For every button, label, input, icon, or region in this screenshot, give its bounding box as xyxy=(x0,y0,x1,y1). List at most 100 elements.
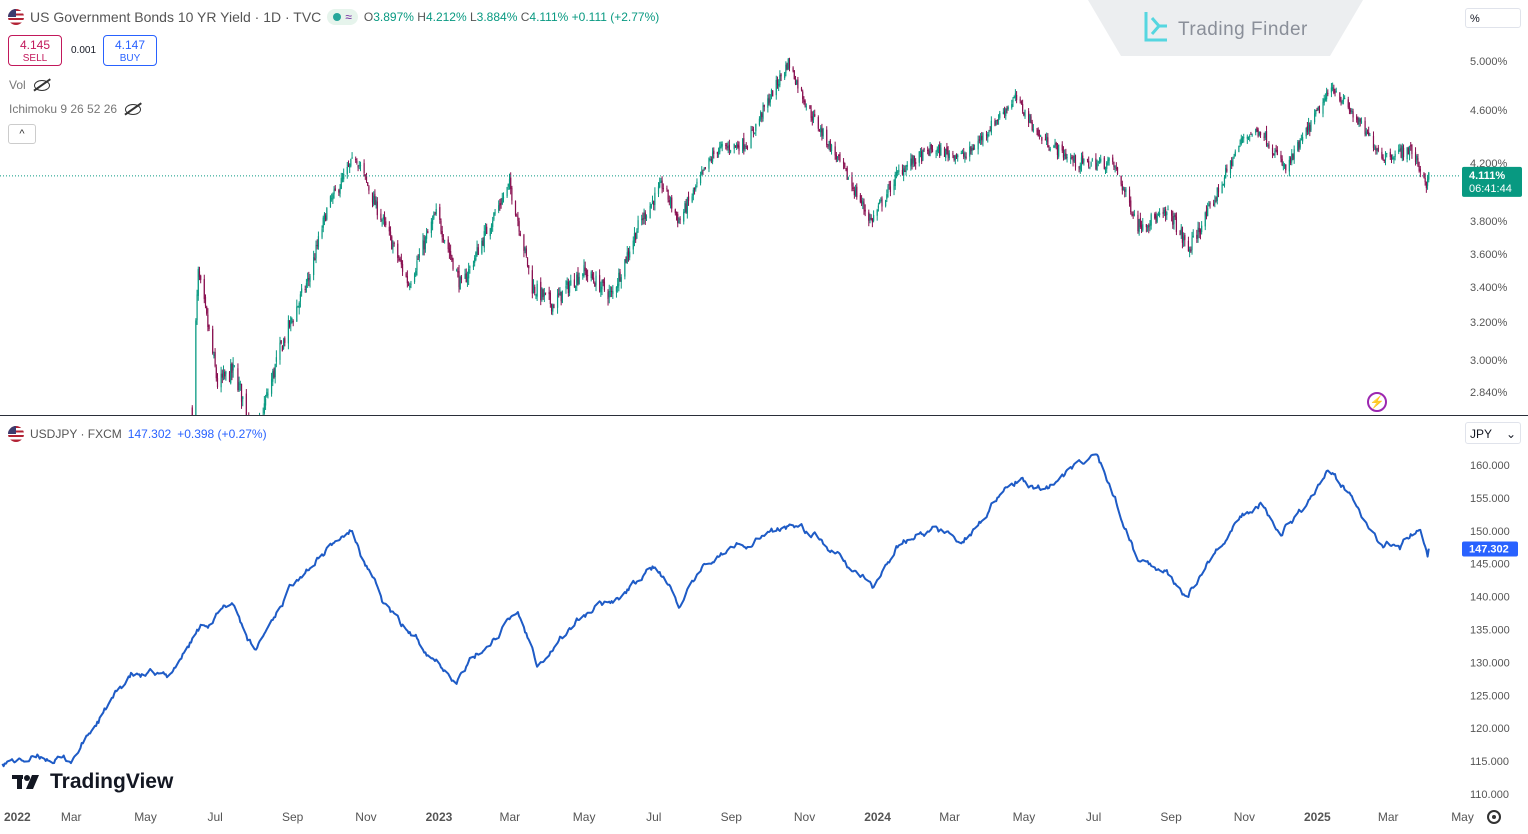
candle xyxy=(534,286,536,294)
candle xyxy=(230,364,232,384)
candle xyxy=(733,143,735,149)
candle xyxy=(1163,210,1165,213)
candle xyxy=(574,285,577,289)
candle xyxy=(1166,212,1168,215)
candle xyxy=(1002,112,1004,114)
symbol-header: US Government Bonds 10 YR Yield · 1D · T… xyxy=(8,9,659,25)
candle xyxy=(425,233,428,239)
candle xyxy=(321,229,323,238)
candle xyxy=(441,231,443,238)
candle xyxy=(457,271,459,273)
candle xyxy=(364,174,366,176)
candle xyxy=(1225,167,1227,178)
time-axis[interactable]: 2022 Mar May Jul Sep Nov 2023 Mar May Jul Sep Nov 20… xyxy=(0,802,1528,834)
candle xyxy=(793,70,795,80)
candle xyxy=(1080,157,1083,167)
hidden-eye-icon[interactable] xyxy=(33,79,50,91)
candle xyxy=(711,152,714,162)
candle xyxy=(309,276,311,282)
candle xyxy=(343,173,345,180)
usdjpy-chart[interactable]: 160.000 155.000 150.000 145.000 140.000 135.0… xyxy=(0,416,1528,802)
collapse-legend-button[interactable]: ^ xyxy=(8,124,36,144)
candle xyxy=(704,167,706,169)
candle xyxy=(458,270,460,288)
candle xyxy=(1187,240,1190,252)
gear-icon[interactable] xyxy=(1487,810,1501,824)
candle xyxy=(1125,188,1127,192)
candle xyxy=(1424,177,1426,183)
candle xyxy=(1011,104,1013,108)
candle xyxy=(1297,142,1299,151)
candle xyxy=(1365,131,1367,136)
x-tick-label: May xyxy=(1451,810,1474,824)
yield-chart[interactable]: 5.000%4.600%4.200%3.800%3.600%3.400%3.20… xyxy=(0,0,1528,428)
candle xyxy=(662,188,664,190)
sell-button[interactable]: 4.145 SELL xyxy=(8,35,62,66)
buy-button[interactable]: 4.147 BUY xyxy=(103,35,157,66)
market-status-icon xyxy=(333,13,342,21)
candle xyxy=(1232,158,1234,166)
candle xyxy=(316,245,318,247)
candle xyxy=(1175,216,1178,233)
yield-y-tick: 5.000% xyxy=(1470,56,1508,68)
candle xyxy=(859,195,861,203)
candle xyxy=(1410,144,1412,147)
candle xyxy=(792,67,794,72)
candle xyxy=(1392,157,1394,160)
candle xyxy=(601,280,603,290)
candle xyxy=(1268,144,1270,149)
candle xyxy=(1394,153,1396,158)
candle xyxy=(1114,166,1116,168)
ichimoku-indicator[interactable]: Ichimoku 9 26 52 26 xyxy=(9,102,142,116)
x-tick-label: Mar xyxy=(1378,810,1399,824)
candle xyxy=(695,186,697,190)
candle xyxy=(1183,236,1185,241)
candle xyxy=(822,128,824,137)
candle xyxy=(627,250,630,256)
candle xyxy=(1108,158,1110,161)
x-tick-label: May xyxy=(573,810,596,824)
tradingview-logo-icon xyxy=(12,775,39,789)
yield-y-tick: 3.000% xyxy=(1470,355,1508,367)
candle xyxy=(953,155,955,160)
candle xyxy=(990,120,992,133)
candle xyxy=(1398,149,1400,153)
tradingview-logo[interactable]: TradingView xyxy=(12,770,173,794)
candle xyxy=(212,328,214,354)
candle xyxy=(1049,148,1051,150)
lightning-icon[interactable]: ⚡ xyxy=(1367,392,1387,412)
close-label: C xyxy=(520,10,530,24)
candle xyxy=(657,186,660,195)
candle xyxy=(290,317,292,325)
candle xyxy=(1207,207,1209,216)
candle xyxy=(1267,145,1269,147)
candle xyxy=(649,206,651,219)
candle xyxy=(1130,200,1132,213)
usdjpy-symbol[interactable]: USDJPY · FXCM xyxy=(30,427,122,441)
candle xyxy=(619,271,621,281)
symbol-title[interactable]: US Government Bonds 10 YR Yield · 1D · T… xyxy=(30,9,322,25)
candle xyxy=(532,285,535,294)
scale-unit-button[interactable]: % xyxy=(1465,8,1521,28)
candle xyxy=(809,105,811,109)
candle xyxy=(237,368,239,390)
yield-pane[interactable]: 5.000% 4.600% 4.200% 3.800% 3.600% 3.400% 3.20… xyxy=(0,0,1528,428)
candle xyxy=(1128,189,1131,203)
candle xyxy=(1028,111,1030,123)
x-tick-label: 2024 xyxy=(864,810,891,824)
candle xyxy=(797,79,799,89)
volume-indicator[interactable]: Vol xyxy=(9,78,50,92)
usdjpy-pane[interactable]: 160.000 155.000 150.000 145.000 140.000 135.0… xyxy=(0,416,1528,802)
status-pill[interactable]: ≈ xyxy=(327,9,358,25)
candle xyxy=(431,219,434,224)
candle xyxy=(1283,164,1286,166)
candle xyxy=(1044,138,1047,141)
candle xyxy=(475,252,477,261)
candle xyxy=(1383,159,1385,161)
candle xyxy=(266,392,268,397)
candle xyxy=(1216,187,1218,202)
candle xyxy=(406,276,408,284)
currency-button[interactable]: JPY ⌄ xyxy=(1465,422,1521,444)
hidden-eye-icon[interactable] xyxy=(125,103,142,115)
candle xyxy=(763,104,765,107)
